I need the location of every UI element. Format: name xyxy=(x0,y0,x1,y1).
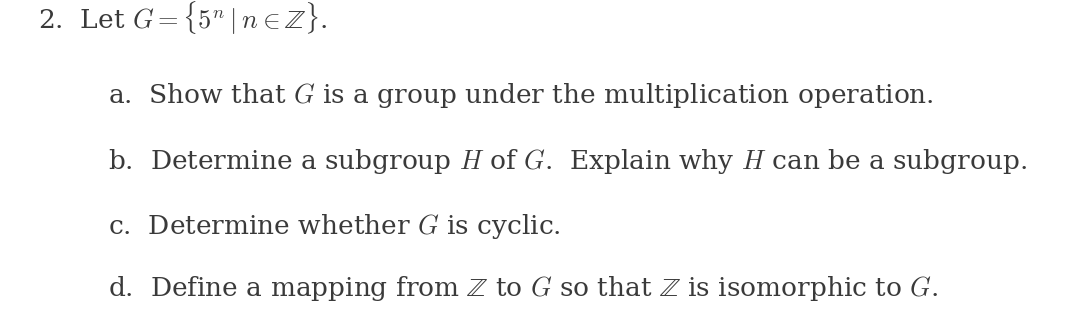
Text: 2.  Let $G = \{5^n \mid n \in \mathbb{Z}\}$.: 2. Let $G = \{5^n \mid n \in \mathbb{Z}\… xyxy=(38,0,327,37)
Text: d.  Define a mapping from $\mathbb{Z}$ to $G$ so that $\mathbb{Z}$ is isomorphic: d. Define a mapping from $\mathbb{Z}$ to… xyxy=(108,274,939,303)
Text: c.  Determine whether $G$ is cyclic.: c. Determine whether $G$ is cyclic. xyxy=(108,212,561,241)
Text: b.  Determine a subgroup $H$ of $G$.  Explain why $H$ can be a subgroup.: b. Determine a subgroup $H$ of $G$. Expl… xyxy=(108,147,1027,176)
Text: a.  Show that $G$ is a group under the multiplication operation.: a. Show that $G$ is a group under the mu… xyxy=(108,81,934,110)
